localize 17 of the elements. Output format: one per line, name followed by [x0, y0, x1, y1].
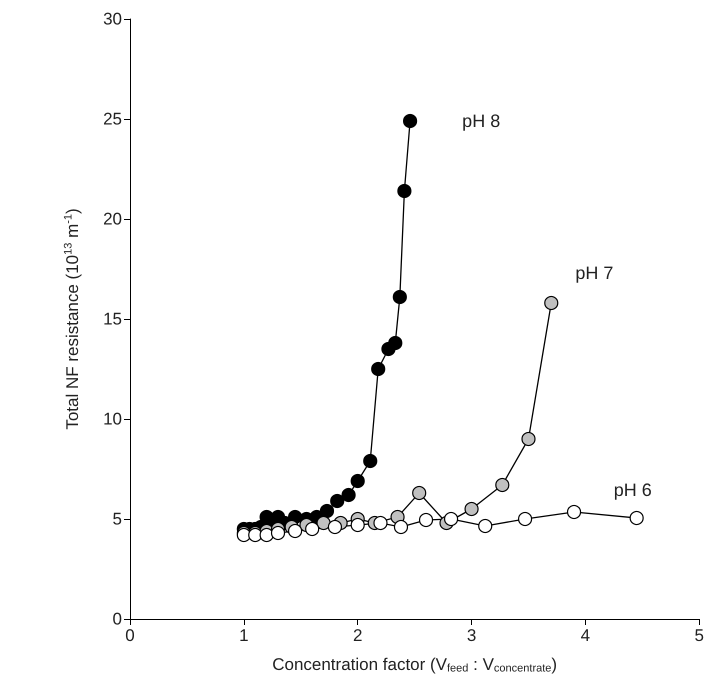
y-tick-label: 10 [103, 410, 122, 428]
y-axis-title: Total NF resistance (1013 m-1) [62, 208, 82, 430]
series-label: pH 7 [575, 263, 614, 283]
y-tick-label: 30 [103, 10, 122, 28]
x-tick-label: 0 [125, 626, 135, 645]
y-tick-label: 25 [103, 110, 122, 128]
y-tick-label: 15 [103, 310, 122, 328]
x-tick-label: 1 [239, 626, 249, 645]
y-tick-label: 5 [112, 510, 122, 528]
x-tick-label: 4 [580, 626, 590, 645]
y-tick-label: 0 [112, 610, 122, 628]
x-tick-label: 2 [352, 626, 362, 645]
series-label: pH 6 [614, 480, 652, 500]
y-tick-label: 20 [103, 210, 122, 228]
x-tick-label: 5 [694, 626, 704, 645]
text: pH 8 [462, 111, 500, 131]
x-tick-label: 3 [466, 626, 476, 645]
